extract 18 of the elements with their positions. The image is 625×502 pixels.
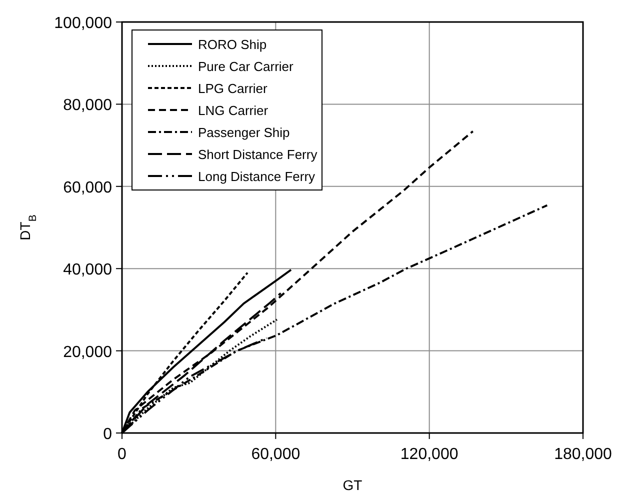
- legend-label: Pure Car Carrier: [198, 59, 294, 74]
- y-tick-label: 20,000: [63, 344, 112, 361]
- y-tick-label: 40,000: [63, 262, 112, 279]
- legend-label: Passenger Ship: [198, 125, 290, 140]
- x-tick-label: 180,000: [554, 446, 612, 463]
- legend-label: LPG Carrier: [198, 81, 268, 96]
- x-tick-label: 0: [118, 446, 127, 463]
- legend-label: RORO Ship: [198, 37, 267, 52]
- x-tick-label: 60,000: [251, 446, 300, 463]
- y-tick-label: 0: [103, 426, 112, 443]
- y-tick-label: 80,000: [63, 97, 112, 114]
- x-axis-title: GT: [342, 477, 363, 493]
- legend-label: LNG Carrier: [198, 103, 269, 118]
- y-tick-label: 100,000: [54, 15, 112, 32]
- x-tick-label: 120,000: [400, 446, 458, 463]
- legend-label: Short Distance Ferry: [198, 147, 318, 162]
- legend-label: Long Distance Ferry: [198, 169, 316, 184]
- y-tick-label: 60,000: [63, 179, 112, 196]
